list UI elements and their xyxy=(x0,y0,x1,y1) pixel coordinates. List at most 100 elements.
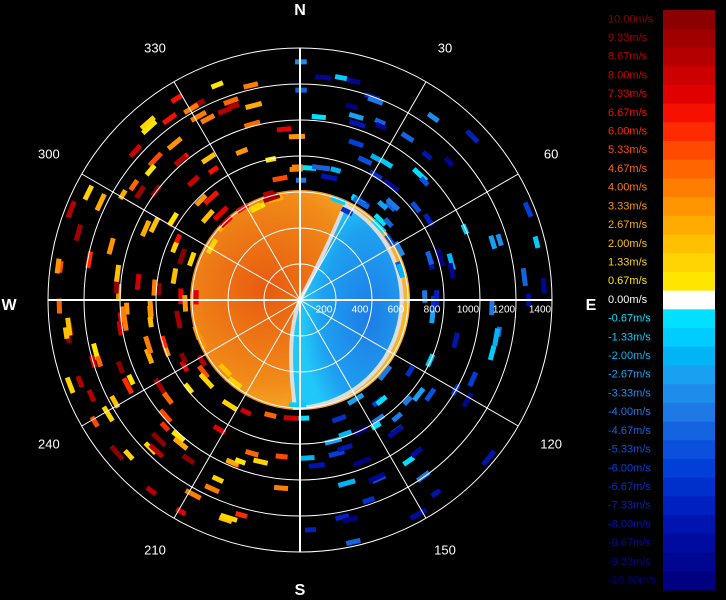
colorbar-label: -7.33m/s xyxy=(608,500,651,512)
speckle xyxy=(174,310,183,329)
speckle xyxy=(148,443,165,459)
spoke xyxy=(299,299,519,427)
colorbar-label: 0.00m/s xyxy=(608,294,648,306)
speckle xyxy=(396,263,406,279)
colorbar-swatch xyxy=(663,234,715,254)
spoke xyxy=(299,81,427,301)
spoke xyxy=(81,173,301,301)
speckle xyxy=(106,237,116,255)
speckle xyxy=(186,174,201,188)
speckle xyxy=(345,102,358,111)
speckle xyxy=(181,453,196,466)
speckle xyxy=(308,462,326,469)
speckle xyxy=(167,211,179,227)
speckle xyxy=(425,250,435,266)
colorbar-label: 6.00m/s xyxy=(608,126,648,138)
colorbar-label: -8.00m/s xyxy=(608,518,651,530)
speckle xyxy=(375,394,388,407)
speckle xyxy=(89,415,100,428)
colorbar-label: -8.67m/s xyxy=(608,537,651,549)
colorbar-swatch xyxy=(663,140,715,161)
range-label: 400 xyxy=(352,305,369,316)
range-label: 200 xyxy=(316,305,333,316)
colorbar-swatch xyxy=(663,103,715,123)
speckle xyxy=(243,119,261,129)
speckle xyxy=(211,474,225,484)
speckle xyxy=(190,110,208,123)
colorbar-label: -10.00m/s xyxy=(608,575,657,587)
speckle xyxy=(153,377,167,395)
speckle xyxy=(217,106,232,116)
speckle xyxy=(170,268,179,285)
colorbar: 10.00m/s 9.33m/s 8.67m/s 8.00m/s 7.33m/s 6.67… xyxy=(608,10,715,591)
speckle xyxy=(446,252,456,271)
azimuth-label: 150 xyxy=(434,543,456,558)
speckle xyxy=(382,178,400,193)
speckle xyxy=(331,413,347,424)
speckle xyxy=(336,443,353,453)
speckle xyxy=(520,267,528,287)
speckle xyxy=(171,429,186,444)
spoke xyxy=(173,299,301,519)
speckle xyxy=(115,360,125,375)
speckle xyxy=(197,364,210,380)
speckle xyxy=(75,375,85,389)
speckle xyxy=(161,391,174,406)
speckle xyxy=(402,395,413,406)
speckle xyxy=(203,190,220,206)
speckle xyxy=(311,164,331,172)
speckle xyxy=(465,128,480,144)
speckle xyxy=(380,157,394,169)
speckle xyxy=(387,424,404,439)
speckle xyxy=(200,208,215,224)
speckle xyxy=(348,119,367,129)
speckle xyxy=(144,163,157,177)
range-label: 1400 xyxy=(529,305,552,316)
compass-label: S xyxy=(295,582,306,599)
speckle xyxy=(128,178,140,192)
colorbar-swatch xyxy=(663,66,715,86)
speckle xyxy=(56,298,63,314)
speckle xyxy=(121,377,134,395)
speckle xyxy=(243,81,259,90)
colorbar-swatch xyxy=(663,384,715,404)
speckle xyxy=(178,352,189,364)
speckle xyxy=(385,197,401,212)
speckle xyxy=(348,111,364,121)
colorbar-swatch xyxy=(663,515,715,535)
speckle xyxy=(62,327,70,340)
colorbar-label: -6.00m/s xyxy=(608,462,651,474)
speckle xyxy=(126,373,136,386)
polar-grid xyxy=(47,47,553,553)
speckle xyxy=(320,173,338,182)
azimuth-label: 210 xyxy=(144,543,166,558)
azimuth-label: 30 xyxy=(438,40,452,55)
speckle xyxy=(118,188,128,201)
speckle xyxy=(161,112,178,126)
speckle xyxy=(311,113,327,121)
spoke xyxy=(299,299,427,519)
speckle xyxy=(223,96,239,107)
speckle xyxy=(200,151,217,165)
speckle xyxy=(91,342,101,360)
speckle xyxy=(134,273,142,290)
speckle xyxy=(412,386,426,402)
speckle xyxy=(262,193,281,203)
speckle xyxy=(300,454,315,461)
speckle xyxy=(352,455,372,468)
speckle xyxy=(369,153,382,163)
speckle xyxy=(113,278,120,294)
colorbar-swatch xyxy=(663,552,715,572)
speckle xyxy=(295,177,307,183)
colorbar-label: 10.00m/s xyxy=(608,13,654,25)
speckle xyxy=(204,483,220,495)
colorbar-swatch xyxy=(663,365,715,385)
speckle xyxy=(262,189,275,198)
speckle xyxy=(288,133,306,140)
speckle xyxy=(409,507,428,521)
speckle xyxy=(235,511,248,519)
speckle xyxy=(352,196,370,210)
colorbar-label: 1.33m/s xyxy=(608,256,648,268)
colorbar-label: -1.33m/s xyxy=(608,331,651,343)
speckle xyxy=(205,238,219,255)
